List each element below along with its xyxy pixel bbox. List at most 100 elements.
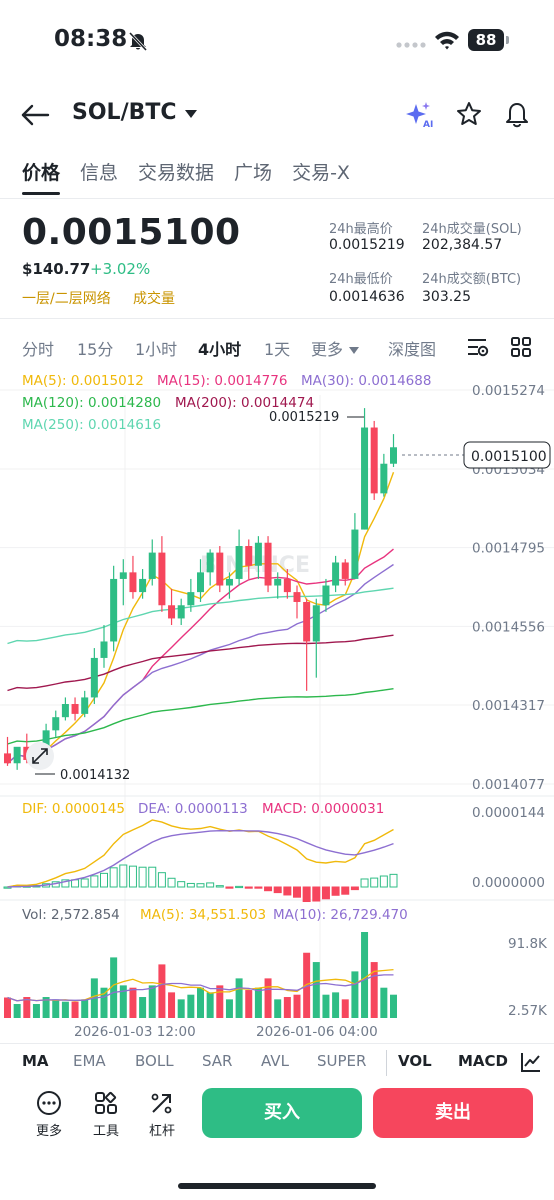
wifi-icon (435, 31, 459, 50)
macd-panel (3, 819, 398, 903)
buy-button[interactable]: 买入 (202, 1088, 362, 1138)
candle-body (380, 463, 388, 494)
main-tabs: 价格 信息 交易数据 广场 交易-X (22, 158, 350, 193)
tools-tool[interactable]: 工具 (83, 1090, 129, 1139)
macd-bar (128, 865, 137, 888)
status-time: 08:38 (54, 26, 128, 52)
macd-legend: MACD: 0.0000031 (262, 801, 385, 817)
macd-axis-label: 0.0000000 (472, 875, 545, 891)
time-axis-label-2: 2026-01-06 04:00 (256, 1024, 378, 1040)
leverage-tool[interactable]: 杠杆 (139, 1090, 185, 1139)
ai-sparkle-icon[interactable]: AI (406, 102, 434, 128)
volume-bar (390, 994, 397, 1018)
min-price-label: 0.0014132 (60, 768, 130, 783)
candle-body (293, 592, 301, 602)
interval-more-label: 更多 (311, 340, 344, 359)
high-label: 24h最高价 (329, 222, 393, 237)
tab-square[interactable]: 广场 (234, 162, 273, 184)
volume-bar (168, 992, 176, 1018)
macd-bar (80, 878, 89, 888)
indicator-macd[interactable]: MACD (458, 1052, 508, 1070)
time-axis-label-1: 2026-01-03 12:00 (74, 1024, 196, 1040)
grid-layout-icon[interactable] (510, 336, 532, 358)
vol-sol-value: 202,384.57 (422, 237, 503, 253)
volume-bar (216, 985, 224, 1018)
vol-sol-label: 24h成交量(SOL) (422, 222, 522, 237)
interval-4h[interactable]: 4小时 (198, 340, 242, 359)
ma200-legend: MA(200): 0.0014474 (175, 395, 315, 411)
battery-level: 88 (468, 29, 504, 51)
interval-timeline[interactable]: 分时 (22, 340, 55, 359)
tools-tool-label: 工具 (92, 1124, 119, 1139)
more-tool[interactable]: 更多 (26, 1090, 72, 1139)
candle-body (235, 546, 243, 579)
ma15-legend: MA(15): 0.0014776 (157, 373, 288, 389)
price-axis-label: 0.0015274 (472, 383, 545, 399)
indicator-avl[interactable]: AVL (261, 1052, 289, 1070)
interval-15m[interactable]: 15分 (77, 340, 114, 359)
back-arrow-icon[interactable] (20, 104, 50, 126)
current-price-tag (463, 441, 551, 469)
star-icon[interactable] (456, 101, 482, 127)
candles (4, 408, 397, 770)
candle-body (148, 552, 156, 579)
volume-bar (23, 997, 31, 1018)
vol-ma10-legend: MA(10): 26,729.470 (273, 907, 408, 923)
volume-bar (370, 962, 378, 1018)
tag-layer[interactable]: 一层/二层网络 (22, 291, 111, 307)
indicator-sar[interactable]: SAR (202, 1052, 233, 1070)
indicator-vol[interactable]: VOL (398, 1052, 432, 1070)
volume-bar (4, 997, 11, 1018)
macd-bar (379, 875, 388, 888)
volume-bar (293, 994, 301, 1018)
current-price-tag-label: 0.0015100 (471, 449, 547, 465)
dif-line (7, 819, 394, 888)
volume-bar (303, 952, 311, 1018)
interval-depth[interactable]: 深度图 (388, 340, 437, 359)
bell-icon[interactable] (504, 100, 530, 128)
indicator-boll[interactable]: BOLL (135, 1052, 174, 1070)
candle-body (71, 704, 79, 714)
macd-bar (186, 882, 195, 888)
macd-bar (138, 866, 147, 888)
volume-ma10-line (7, 974, 394, 1002)
macd-bar (389, 873, 398, 888)
interval-1d[interactable]: 1天 (264, 340, 291, 359)
expand-icon[interactable] (26, 742, 54, 770)
caret-down-icon (184, 109, 197, 118)
volume-bar (129, 987, 137, 1018)
indicator-ema[interactable]: EMA (73, 1052, 106, 1070)
interval-more[interactable]: 更多 (311, 336, 360, 360)
volume-bar (332, 992, 340, 1018)
macd-bar (109, 867, 118, 888)
volume-bar (81, 999, 89, 1018)
candlestick-chart[interactable]: BINANCE 0.00152740.00150340.00147950.001… (0, 370, 554, 1040)
volume-bar (148, 985, 156, 1018)
tag-volume[interactable]: 成交量 (133, 291, 175, 307)
candle-body (216, 552, 224, 586)
vol-legend: Vol: 2,572.854 (22, 907, 120, 923)
indicator-super[interactable]: SUPER (317, 1052, 367, 1070)
indicator-ma[interactable]: MA (22, 1052, 49, 1070)
tab-trade-x[interactable]: 交易-X (292, 162, 350, 184)
dif-legend: DIF: 0.0000145 (22, 801, 125, 817)
candle-body (110, 578, 118, 642)
tab-trading-data[interactable]: 交易数据 (138, 162, 215, 184)
indicator-settings-icon[interactable] (520, 1051, 542, 1073)
pair-selector[interactable]: SOL/BTC (72, 100, 197, 125)
macd-bar (341, 886, 350, 895)
macd-bar (148, 866, 157, 888)
indicator-separator (386, 1050, 387, 1076)
macd-bar (71, 879, 80, 888)
candle-body (52, 717, 60, 731)
status-bar: 08:38 88 (0, 0, 554, 80)
tab-info[interactable]: 信息 (80, 162, 119, 184)
interval-1h[interactable]: 1小时 (135, 340, 178, 359)
tab-price[interactable]: 价格 (22, 162, 61, 184)
candle-body (42, 730, 50, 751)
divider (0, 1043, 554, 1044)
sell-button[interactable]: 卖出 (373, 1088, 533, 1138)
macd-bar (264, 886, 273, 892)
macd-bar (119, 864, 128, 888)
chart-settings-icon[interactable] (466, 336, 490, 358)
